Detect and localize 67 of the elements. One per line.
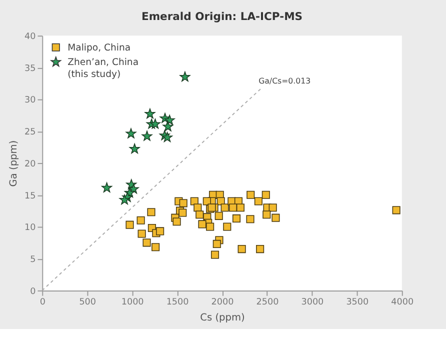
y-tick-label: 20 (24, 159, 36, 170)
point (268, 204, 277, 212)
chart-title: Emerald Origin: LA-ICP-MS (141, 10, 303, 23)
point (198, 220, 206, 228)
point (246, 215, 254, 224)
point (172, 218, 181, 226)
point (254, 197, 262, 206)
point (126, 220, 134, 229)
x-tick-label: 1000 (121, 298, 144, 308)
x-tick-label: 3000 (301, 298, 324, 308)
y-axis-title: Ga (ppm) (8, 140, 20, 187)
x-tick-label: 500 (79, 298, 96, 308)
point (150, 118, 160, 129)
legend-label: Zhen’an, China (this study) (68, 57, 139, 80)
point (392, 206, 400, 214)
point (214, 212, 223, 220)
legend-label: Malipo, China (68, 42, 131, 54)
point (256, 245, 264, 254)
x-axis-title: Cs (ppm) (200, 312, 245, 324)
x-tick-label: 2500 (256, 298, 280, 308)
y-tick-label: 35 (24, 64, 36, 74)
x-tick-label: 0 (40, 298, 46, 308)
point (129, 143, 140, 154)
point (223, 222, 232, 231)
point (202, 197, 211, 206)
series-label: Ga/Cs=0.013 (258, 76, 311, 86)
point (147, 208, 156, 216)
point (179, 199, 188, 208)
point (156, 227, 164, 236)
point (210, 250, 220, 259)
y-tick-label: 25 (24, 128, 36, 138)
point (138, 230, 146, 238)
point (162, 121, 174, 132)
point (152, 243, 160, 252)
point (262, 190, 270, 199)
y-tick-label: 10 (24, 223, 36, 234)
y-tick-label: 15 (24, 191, 36, 202)
point (206, 222, 214, 231)
point (119, 194, 130, 205)
point (102, 182, 112, 192)
point (220, 204, 229, 212)
point (136, 216, 145, 224)
point (126, 128, 136, 138)
x-tick-label: 4000 (391, 298, 414, 308)
point (144, 108, 156, 119)
y-tick-label: 30 (24, 96, 36, 106)
point (162, 132, 173, 142)
point (194, 204, 202, 212)
point (212, 240, 221, 248)
x-tick-label: 3500 (346, 298, 370, 308)
point (142, 130, 152, 141)
point (238, 245, 246, 254)
point (232, 214, 241, 222)
y-tick-label: 5 (30, 255, 36, 266)
y-tick-label: 0 (30, 286, 36, 297)
point (262, 210, 271, 219)
point (180, 71, 190, 82)
x-tick-label: 2000 (211, 298, 234, 308)
x-tick-label: 1500 (166, 298, 190, 308)
point (236, 204, 244, 212)
point (196, 210, 204, 219)
point (246, 190, 255, 199)
point (228, 204, 238, 212)
y-tick-label: 40 (24, 32, 36, 42)
point (178, 208, 187, 217)
point (272, 214, 280, 222)
point (142, 238, 151, 247)
